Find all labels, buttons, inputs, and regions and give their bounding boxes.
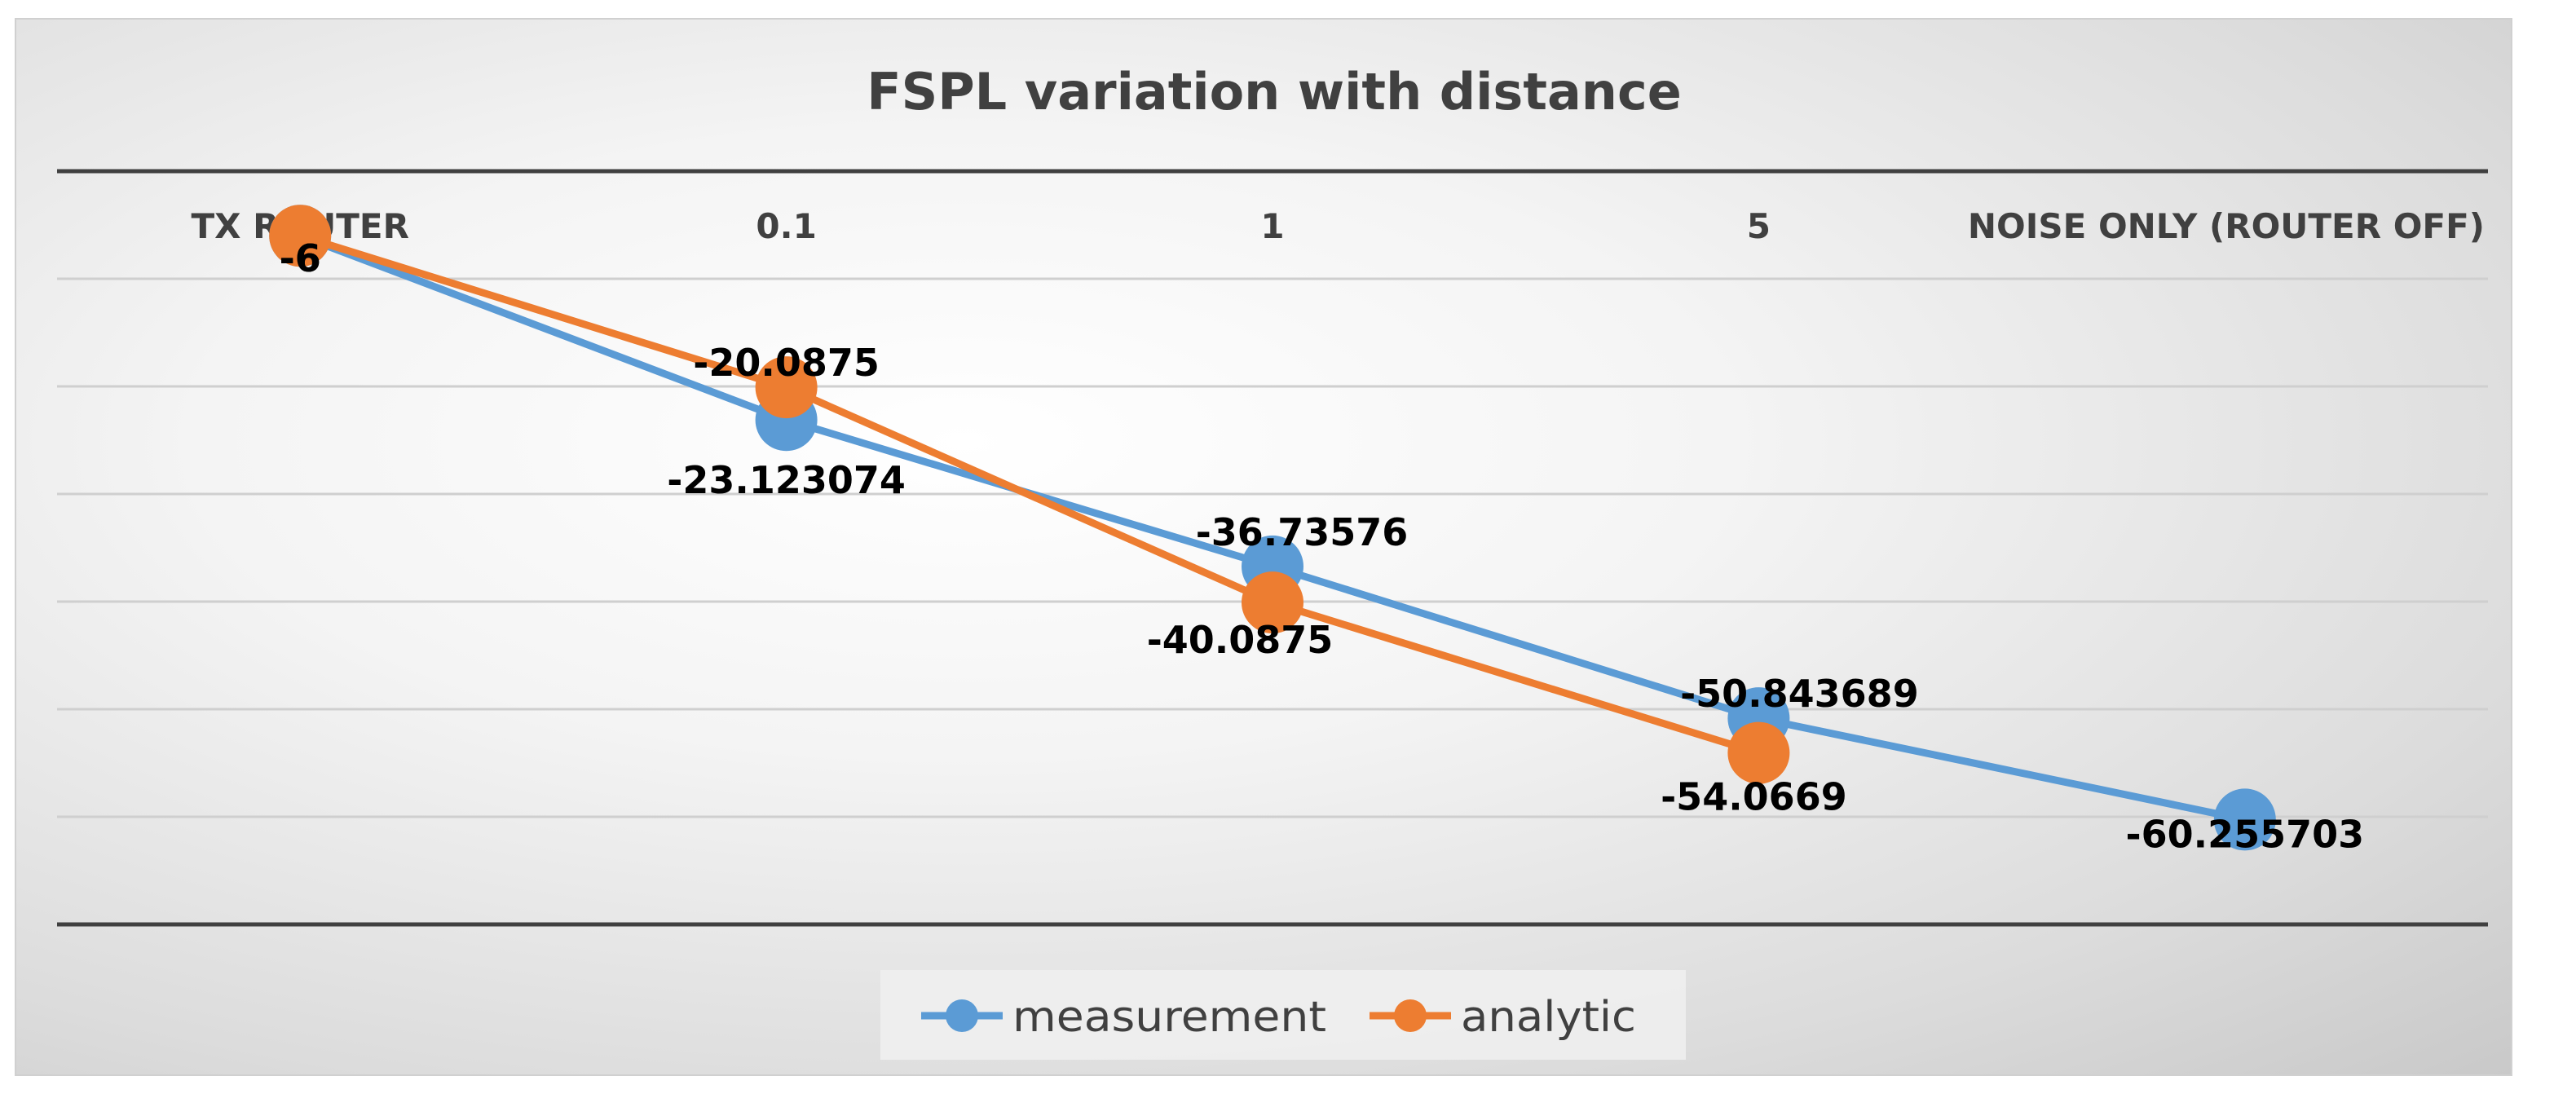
series-line-analytic [298,232,1760,756]
data-label-measurement: -23.123074 [667,458,906,502]
data-point-analytic[interactable] [755,356,818,419]
data-point-analytic[interactable] [1242,571,1303,634]
chart-area: FSPL variation with distance TX ROUTER 0.… [15,18,2512,1076]
data-label-measurement: -50.843689 [1680,672,1919,716]
legend-marker [1394,999,1427,1032]
data-labels: -6 -23.123074 -36.73576 -50.843689 -60.25570… [280,236,2364,856]
category-label: 0.1 [756,206,816,246]
legend-marker [946,999,978,1032]
data-label-measurement: -60.255703 [2125,812,2364,856]
legend-item-measurement[interactable]: measurement [921,993,1326,1042]
series-layer [269,205,2276,851]
category-label: 5 [1747,206,1771,246]
legend[interactable]: measurement analytic [880,970,1686,1060]
data-label-measurement: -6 [280,236,321,280]
data-point-analytic[interactable] [269,205,332,267]
data-label-analytic: -20.0875 [693,341,880,385]
category-label: NOISE ONLY (ROUTER OFF) [1968,206,2485,246]
data-label-measurement: -36.73576 [1196,510,1409,554]
line-chart: FSPL variation with distance TX ROUTER 0.… [57,62,2488,1060]
data-label-analytic: -6 [280,236,321,280]
category-label: 1 [1260,206,1284,246]
legend-label: measurement [1012,993,1326,1042]
data-point-analytic[interactable] [1727,721,1790,784]
data-point-measurement[interactable] [2213,788,2276,851]
legend-item-analytic[interactable]: analytic [1370,993,1636,1042]
legend-label: analytic [1461,993,1636,1042]
legend-box [880,970,1686,1060]
data-label-analytic: -40.0875 [1147,618,1334,662]
category-axis-labels: TX ROUTER 0.1 1 5 NOISE ONLY (ROUTER OFF) [191,206,2485,246]
data-label-analytic: -54.0669 [1661,775,1847,819]
chart-title: FSPL variation with distance [867,62,1682,121]
